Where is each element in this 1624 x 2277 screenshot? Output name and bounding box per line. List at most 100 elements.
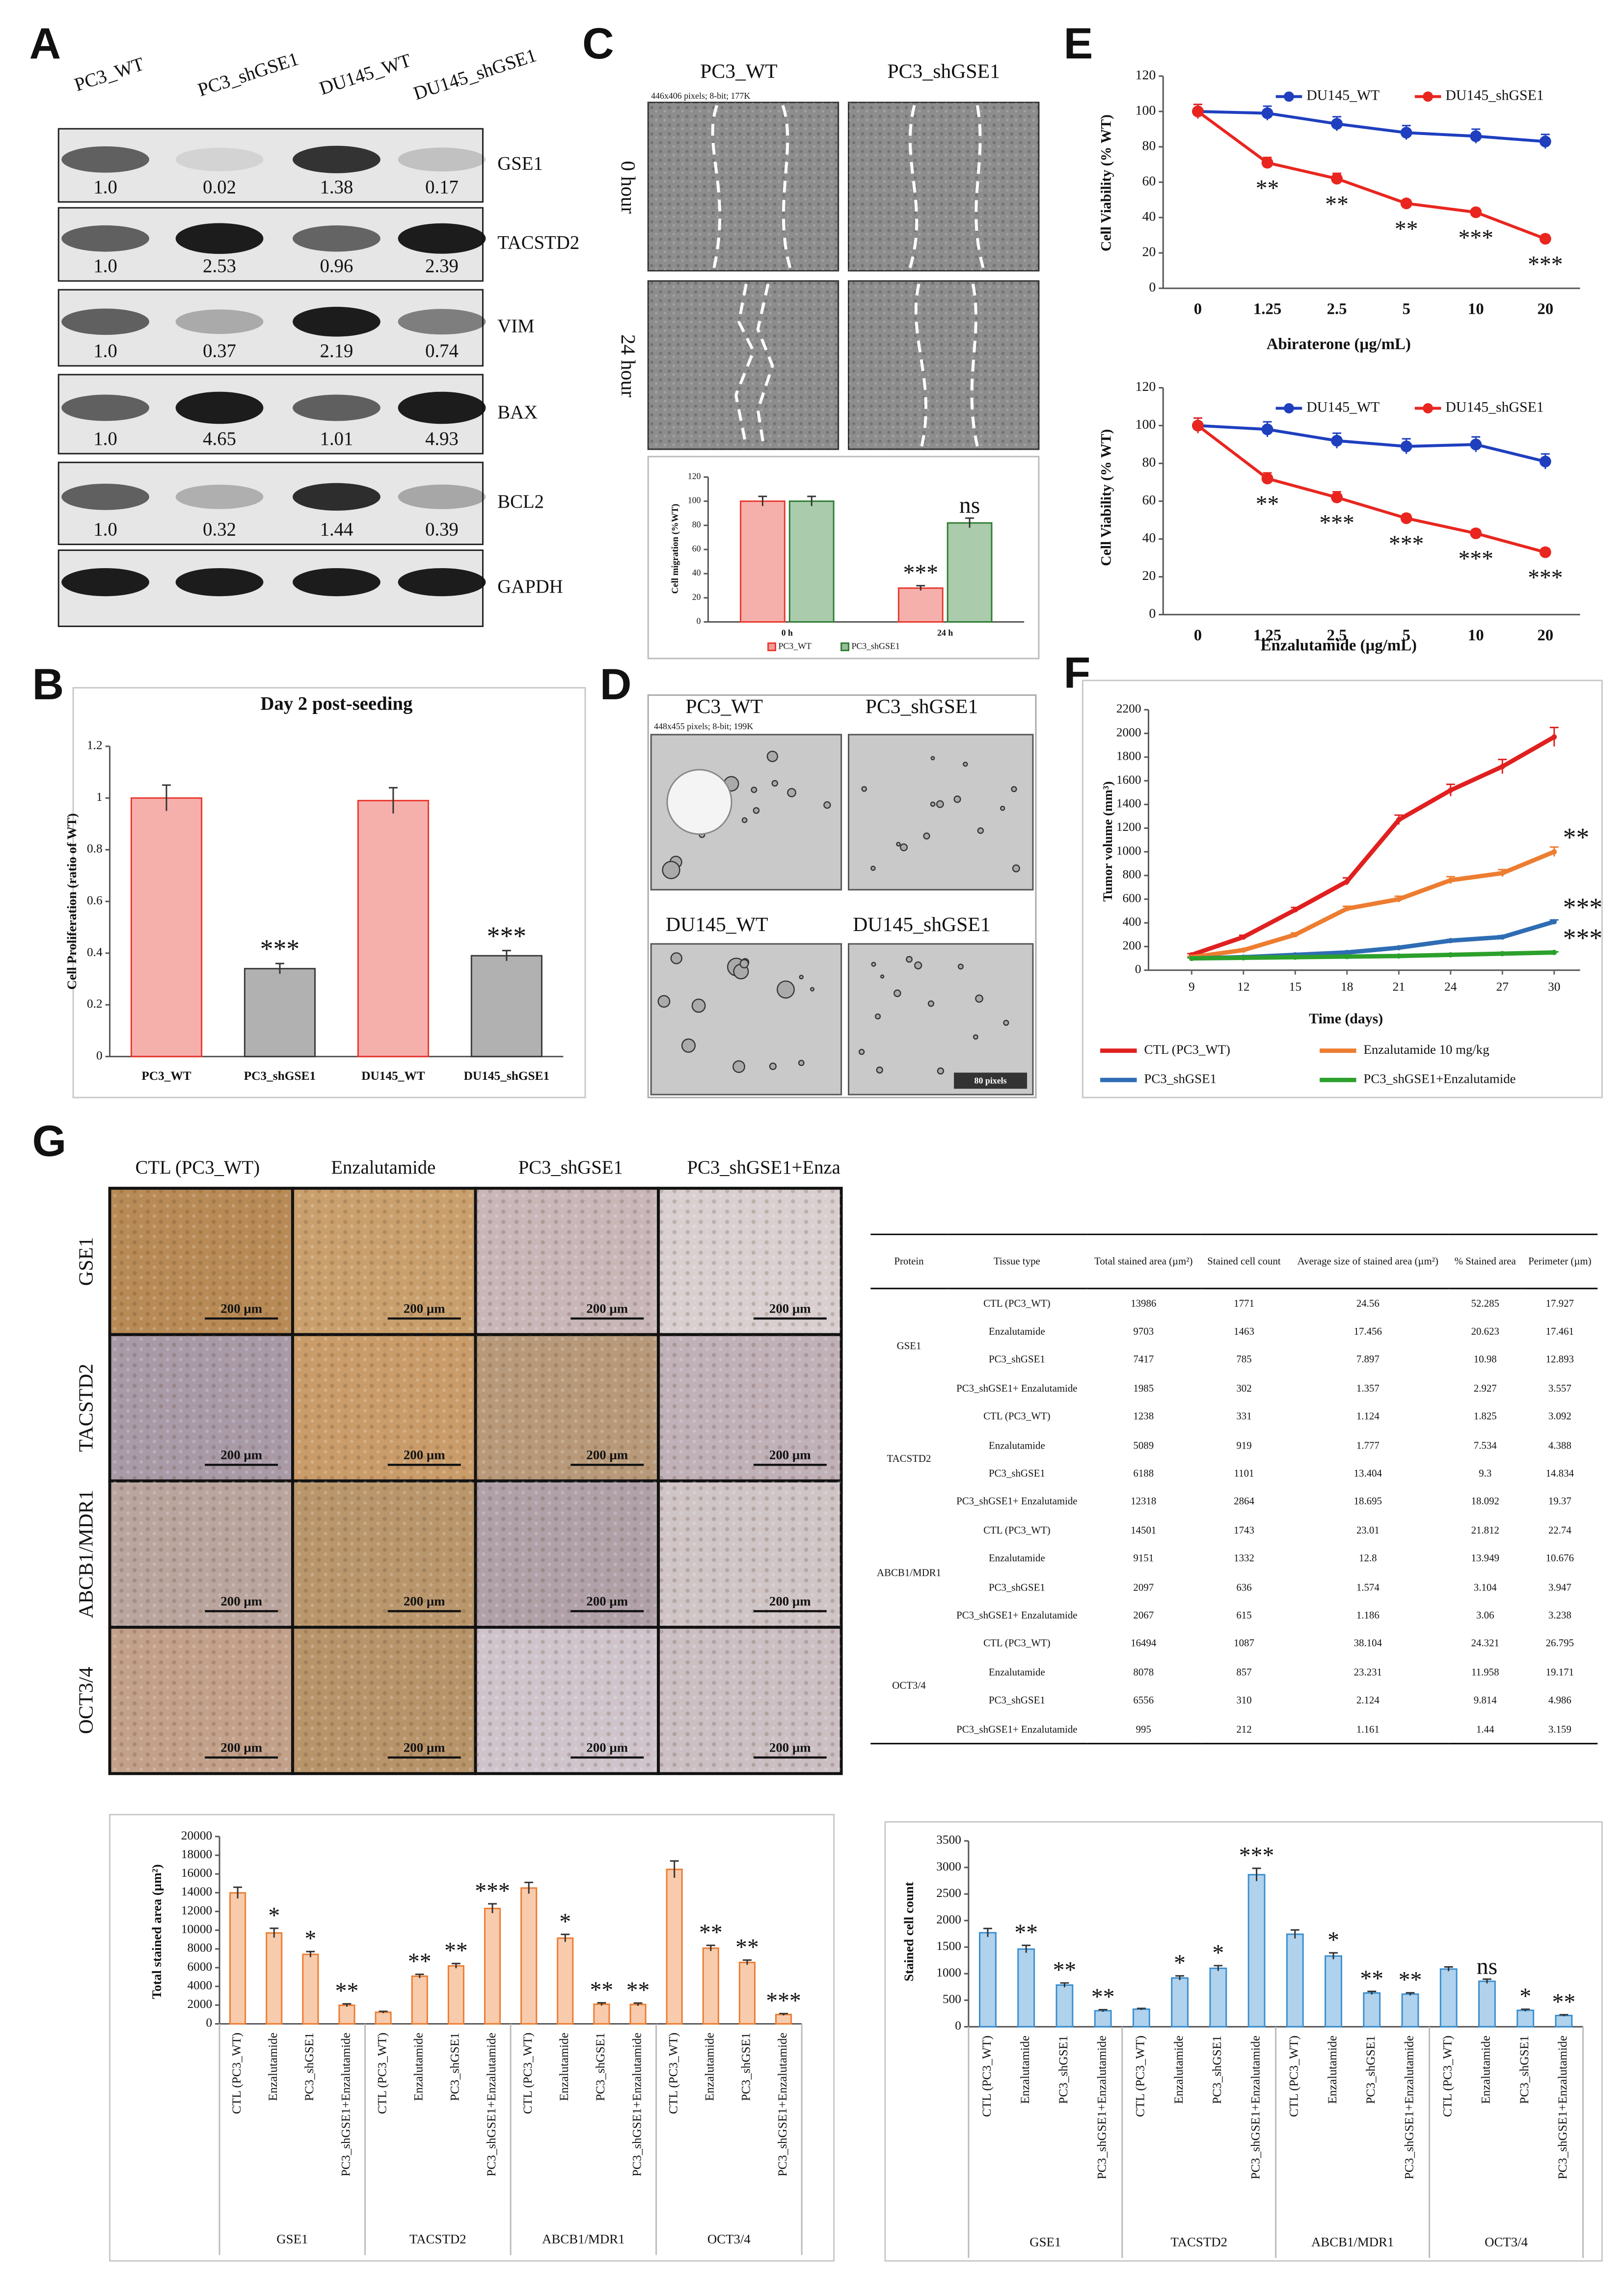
bar (1286, 1933, 1304, 2028)
y-tick-label: 120 (1136, 67, 1156, 82)
x-tick-label: PC3_shGSE1+Enzalutamide (485, 2032, 498, 2176)
bar (1017, 1948, 1035, 2028)
quantification: 1.0 (93, 340, 117, 361)
quantification: 0.96 (320, 255, 353, 276)
header-row: Protein Tissue type Total stained area (µm… (870, 1234, 1598, 1289)
ihc-texture (293, 1188, 476, 1335)
spheroid (896, 842, 901, 847)
row-label: ABCB1/MDR1 (75, 1490, 97, 1619)
protein-cell: OCT3/4 (892, 1680, 926, 1693)
wound-edge (711, 105, 722, 269)
significance: *** (1528, 252, 1563, 277)
ihc-texture (475, 1627, 659, 1774)
tissue-cell: PC3_shGSE1 (988, 1354, 1045, 1366)
x-tick-label: CTL (PC3_WT) (1287, 2035, 1301, 2117)
tissue-cell: PC3_shGSE1 (988, 1695, 1045, 1707)
x-tick-label: 15 (1289, 980, 1301, 993)
wound-edge (908, 105, 919, 269)
spheroid (875, 1013, 881, 1019)
spheroid (861, 786, 867, 792)
x-tick-label: DU145_WT (361, 1069, 425, 1083)
significance: *** (1319, 511, 1354, 536)
band (61, 568, 150, 597)
marker (1396, 817, 1402, 823)
band (293, 306, 380, 337)
band (293, 394, 380, 421)
x-tick-label: CTL (PC3_WT) (375, 2032, 389, 2114)
y-tick-label: 60 (1142, 493, 1156, 508)
value-cell: 23.01 (1356, 1524, 1380, 1536)
header-cell: Average size of stained area (µm²) (1287, 1234, 1449, 1289)
quantification: 0.39 (425, 519, 459, 540)
y-tick-label: 2500 (936, 1886, 961, 1900)
y-tick-label: 10000 (181, 1922, 212, 1936)
x-tick-label: PC3_shGSE1 (1056, 2035, 1070, 2104)
legend-label: Enzalutamide 10 mg/kg (1363, 1042, 1489, 1057)
table-row: Enzalutamide 9151 1332 12.8 13.949 10.676 (870, 1545, 1597, 1573)
tissue-cell: PC3_shGSE1 (988, 1581, 1045, 1593)
significance: *** (766, 1988, 801, 2014)
value-cell: 5089 (1133, 1439, 1154, 1452)
bar (1247, 1874, 1266, 2028)
value-cell: 18.695 (1353, 1496, 1382, 1508)
chart-frame (884, 1821, 1603, 2262)
value-cell: 7417 (1133, 1354, 1154, 1366)
x-tick-label: 12 (1237, 980, 1249, 993)
tissue-cell: CTL (PC3_WT) (983, 1297, 1051, 1310)
legend-marker (1284, 91, 1294, 102)
bar (1363, 1992, 1381, 2028)
marker (1396, 896, 1402, 902)
bar (775, 2013, 792, 2025)
lane-label: DU145_WT (317, 50, 414, 99)
marker (1539, 233, 1551, 245)
scale-bar-label: 80 pixels (974, 1075, 1007, 1085)
bar (1171, 1977, 1189, 2028)
band (61, 394, 150, 421)
y-tick-label: 20000 (181, 1829, 212, 1842)
spheroid (657, 995, 671, 1008)
y-tick-label: 0 (96, 1048, 103, 1062)
spheroid (876, 1066, 883, 1074)
value-cell: 10.676 (1545, 1553, 1574, 1565)
value-cell: 52.285 (1471, 1297, 1499, 1310)
tissue-cell: PC3_shGSE1+ Enzalutamide (956, 1382, 1078, 1395)
value-cell: 19.37 (1548, 1496, 1571, 1508)
bar (947, 522, 993, 623)
significance: * (1212, 1940, 1224, 1966)
ihc-texture (475, 1188, 659, 1335)
y-tick-label: 200 (1123, 938, 1141, 952)
bar (266, 1932, 283, 2025)
y-tick-label: 2200 (1116, 702, 1141, 715)
panel-label: B (32, 659, 64, 709)
value-cell: 636 (1236, 1581, 1252, 1593)
value-cell: 3.092 (1548, 1411, 1571, 1423)
x-tick-label: Enzalutamide (266, 2032, 280, 2101)
marker (1331, 435, 1343, 447)
quantification: 1.0 (93, 519, 117, 540)
row-label: GSE1 (75, 1237, 97, 1286)
band (398, 309, 486, 335)
bar (1516, 2009, 1535, 2028)
spheroid (823, 801, 831, 809)
x-tick-label: PC3_shGSE1 (302, 2032, 316, 2101)
significance: ** (444, 1938, 468, 1964)
bar (338, 2004, 355, 2025)
scale-bar-label: 200 µm (769, 1447, 811, 1462)
row-label: 24 hour (617, 334, 639, 398)
band (175, 147, 264, 171)
band (175, 223, 264, 254)
significance: ns (1477, 1954, 1497, 1979)
column-label: PC3_shGSE1 (518, 1157, 623, 1178)
band (61, 225, 150, 252)
quantification: 0.02 (203, 176, 236, 197)
protein-label: TACSTD2 (497, 232, 579, 253)
x-tick-label: Enzalutamide (1479, 2035, 1493, 2104)
y-tick-label: 0 (955, 2019, 961, 2032)
y-tick-label: 20 (692, 592, 701, 602)
quantification: 1.0 (93, 255, 117, 276)
lane-label: DU145_shGSE1 (411, 45, 539, 104)
marker (1331, 172, 1343, 185)
legend-label: PC3_shGSE1 (1144, 1071, 1217, 1086)
value-cell: 1.825 (1473, 1411, 1497, 1423)
y-tick-label: 80 (1142, 455, 1156, 470)
